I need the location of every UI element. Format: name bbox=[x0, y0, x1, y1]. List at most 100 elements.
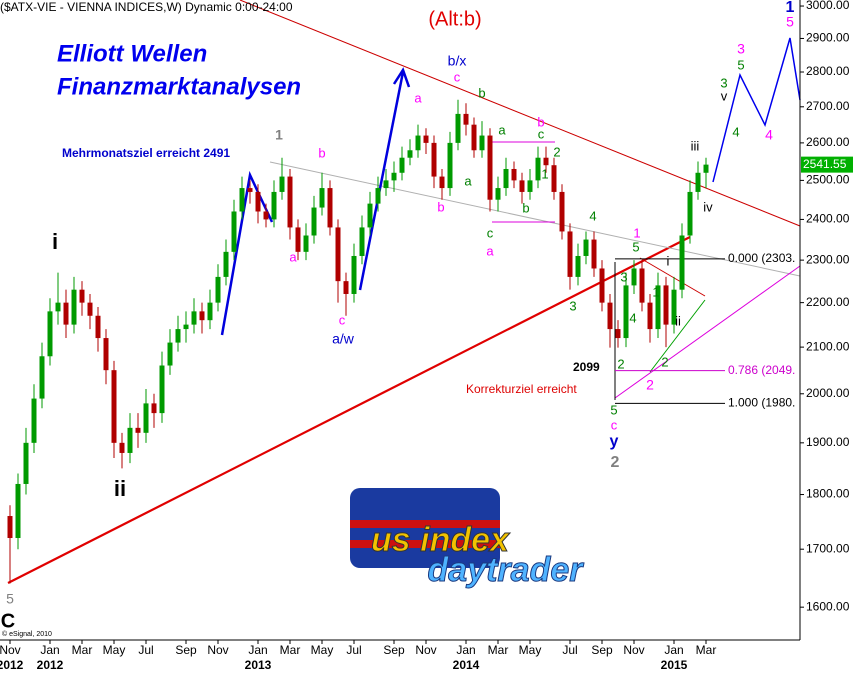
chart-subtitle: (Alt:b) bbox=[428, 8, 481, 30]
wave-label: 3 bbox=[720, 75, 727, 90]
wave-label: 4 bbox=[589, 208, 596, 223]
candle-body bbox=[367, 203, 373, 228]
candle-body bbox=[31, 398, 37, 443]
candle-body bbox=[119, 442, 125, 453]
wave-label: b/x bbox=[448, 53, 467, 69]
green-line bbox=[649, 299, 706, 373]
candle-body bbox=[407, 150, 413, 158]
magenta-line bbox=[614, 265, 801, 399]
candle-body bbox=[63, 302, 69, 325]
wave-label: a bbox=[289, 249, 297, 264]
candle-body bbox=[583, 239, 589, 256]
candle-body bbox=[479, 135, 485, 151]
candle-body bbox=[535, 157, 541, 181]
y-tick-label: 1700.00 bbox=[806, 541, 850, 555]
wave-label: Mehrmonatsziel erreicht 2491 bbox=[62, 146, 230, 160]
wave-label: i bbox=[667, 253, 670, 268]
x-tick-label: May bbox=[311, 643, 334, 657]
wave-label: 1 bbox=[541, 166, 548, 181]
candle-body bbox=[271, 191, 277, 220]
candle-body bbox=[575, 255, 581, 277]
wave-label: 5 bbox=[786, 14, 794, 30]
wave-label: ii bbox=[114, 476, 126, 501]
x-tick-label: Nov bbox=[623, 643, 644, 657]
wave-label: 3 bbox=[737, 41, 745, 57]
brand-line: Finanzmarktanalysen bbox=[57, 73, 301, 100]
candle-body bbox=[671, 289, 677, 325]
candle-body bbox=[135, 427, 141, 433]
candle-body bbox=[7, 516, 13, 539]
wave-label: iv bbox=[703, 199, 713, 214]
candle-body bbox=[543, 157, 549, 166]
candle-body bbox=[471, 124, 477, 151]
x-tick-label: Mar bbox=[696, 643, 717, 657]
candle-body bbox=[343, 281, 349, 294]
candle-body bbox=[439, 176, 445, 189]
wave-label: c bbox=[339, 312, 346, 327]
candle-body bbox=[87, 302, 93, 316]
wave-label: 5 bbox=[6, 591, 14, 607]
x-tick-label: Jan 2013 bbox=[245, 643, 272, 672]
y-tick-label: 3000.00 bbox=[806, 0, 850, 12]
candle-body bbox=[167, 342, 173, 366]
candle-body bbox=[215, 276, 221, 303]
candle-body bbox=[231, 211, 237, 252]
y-tick-label: 2100.00 bbox=[806, 339, 850, 353]
wave-label: 2 bbox=[611, 454, 620, 471]
candle-body bbox=[199, 311, 205, 321]
gray-line bbox=[269, 161, 801, 277]
x-tick-label: Jan 2014 bbox=[453, 643, 480, 672]
candle-body bbox=[383, 180, 389, 189]
candle-body bbox=[455, 113, 461, 143]
wave-label: c bbox=[454, 69, 461, 84]
candle-body bbox=[23, 442, 29, 484]
wave-label: c bbox=[611, 417, 618, 432]
candle-body bbox=[39, 356, 45, 399]
x-tick-label: Mar bbox=[72, 643, 93, 657]
wave-label: 5 bbox=[610, 402, 617, 417]
y-tick-label: 2200.00 bbox=[806, 295, 850, 309]
candle-body bbox=[255, 191, 261, 212]
candle-body bbox=[247, 188, 253, 192]
x-tick-label: Nov bbox=[415, 643, 436, 657]
candle-body bbox=[679, 235, 685, 290]
x-tick-label: Sep bbox=[175, 643, 197, 657]
candle-body bbox=[391, 172, 397, 181]
candle-body bbox=[527, 180, 533, 192]
projection bbox=[712, 37, 801, 183]
candle-body bbox=[151, 403, 157, 414]
candle-body bbox=[111, 370, 117, 443]
wave-label: 1 bbox=[275, 127, 283, 143]
wave-label: 2 bbox=[617, 356, 624, 371]
candle-body bbox=[551, 165, 557, 192]
wave-label: iii bbox=[691, 138, 700, 153]
x-tick-label: Sep bbox=[591, 643, 613, 657]
x-tick-label: Jan 2012 bbox=[37, 643, 64, 672]
brand-line: Elliott Wellen bbox=[57, 40, 207, 67]
candle-body bbox=[663, 285, 669, 325]
wave-label: a bbox=[414, 90, 422, 105]
candle-body bbox=[487, 135, 493, 200]
x-tick-label: Sep bbox=[383, 643, 405, 657]
candle-body bbox=[519, 180, 525, 192]
wave-label: a bbox=[498, 122, 506, 137]
wave-label: b bbox=[522, 200, 529, 215]
candle-body bbox=[71, 289, 77, 325]
wave-label: ii bbox=[675, 313, 681, 328]
candle-body bbox=[191, 311, 197, 325]
logo-text: daytrader bbox=[428, 551, 585, 589]
candle-body bbox=[463, 113, 469, 125]
y-tick-label: 2700.00 bbox=[806, 99, 850, 113]
wave-label: v bbox=[721, 88, 728, 103]
y-tick-label: 2500.00 bbox=[806, 173, 850, 187]
candle-body bbox=[359, 227, 365, 256]
wave-label: b bbox=[318, 145, 325, 160]
candle-body bbox=[623, 285, 629, 339]
last-value-label: 2541.55 bbox=[803, 157, 847, 171]
drawings bbox=[7, 0, 801, 584]
candle-body bbox=[127, 427, 133, 453]
x-tick-label: May bbox=[103, 643, 126, 657]
resistance-line bbox=[239, 0, 801, 227]
candle-body bbox=[607, 302, 613, 330]
